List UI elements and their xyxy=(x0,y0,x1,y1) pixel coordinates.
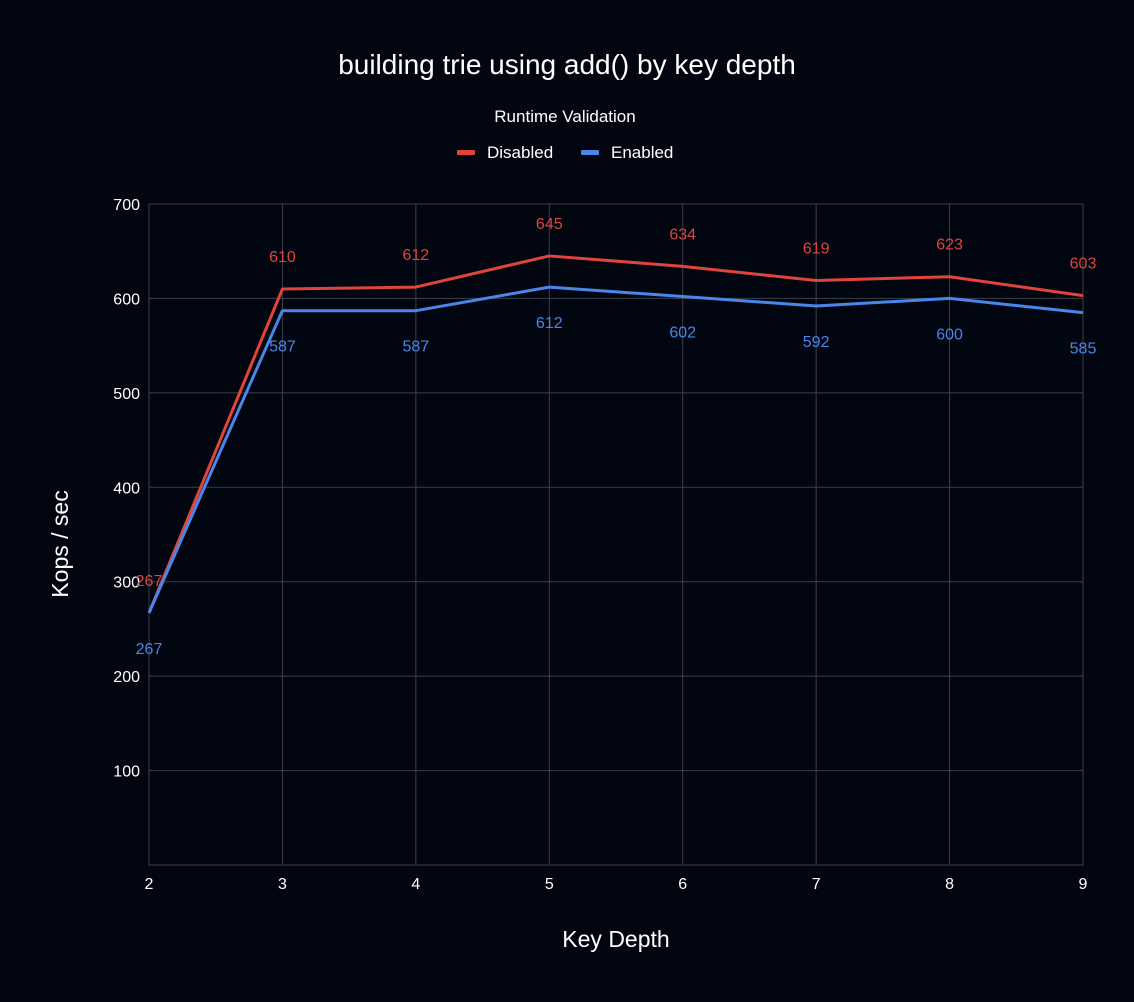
legend-swatch-enabled xyxy=(581,150,599,155)
series-line-disabled xyxy=(147,254,1084,614)
data-label-disabled: 645 xyxy=(536,216,563,233)
series-layer xyxy=(147,254,1084,614)
y-tick-label: 400 xyxy=(113,480,140,497)
grid xyxy=(148,203,1084,866)
x-tick-label: 3 xyxy=(278,876,287,893)
data-label-enabled: 587 xyxy=(403,339,430,356)
x-axis-ticks: 2 3 4 5 6 7 8 9 xyxy=(145,876,1088,893)
y-tick-label: 300 xyxy=(113,575,140,592)
x-tick-label: 4 xyxy=(411,876,420,893)
data-label-disabled: 610 xyxy=(269,249,296,266)
data-labels-layer: 267 610 612 645 634 619 623 603 267 587 587 612 602 5… xyxy=(136,216,1097,658)
data-label-disabled: 612 xyxy=(403,247,430,264)
y-tick-label: 200 xyxy=(113,669,140,686)
data-label-enabled: 600 xyxy=(936,326,963,343)
legend: Disabled Enabled xyxy=(457,143,673,162)
data-label-enabled: 592 xyxy=(803,334,830,351)
x-tick-label: 6 xyxy=(678,876,687,893)
y-axis-ticks: 100 200 300 400 500 600 700 xyxy=(113,197,140,781)
legend-swatch-disabled xyxy=(457,150,475,155)
data-label-enabled: 587 xyxy=(269,339,296,356)
series-line-enabled xyxy=(147,285,1084,614)
legend-label-disabled: Disabled xyxy=(487,143,553,162)
data-label-disabled: 634 xyxy=(669,226,696,243)
legend-label-enabled: Enabled xyxy=(611,143,673,162)
x-tick-label: 8 xyxy=(945,876,954,893)
data-label-enabled: 612 xyxy=(536,315,563,332)
y-tick-label: 600 xyxy=(113,291,140,308)
data-label-disabled: 267 xyxy=(136,573,163,590)
y-tick-label: 100 xyxy=(113,764,140,781)
data-label-disabled: 619 xyxy=(803,240,830,257)
legend-title: Runtime Validation xyxy=(494,107,635,126)
x-tick-label: 7 xyxy=(812,876,821,893)
y-tick-label: 500 xyxy=(113,386,140,403)
data-label-enabled: 267 xyxy=(136,641,163,658)
y-axis-label: Kops / sec xyxy=(47,490,73,597)
data-label-disabled: 603 xyxy=(1070,256,1097,273)
x-axis-label: Key Depth xyxy=(562,926,669,952)
data-label-enabled: 585 xyxy=(1070,341,1097,358)
chart-title: building trie using add() by key depth xyxy=(338,49,796,80)
x-tick-label: 2 xyxy=(145,876,154,893)
data-label-disabled: 623 xyxy=(936,237,963,254)
data-label-enabled: 602 xyxy=(669,325,696,342)
x-tick-label: 5 xyxy=(545,876,554,893)
y-tick-label: 700 xyxy=(113,197,140,214)
x-tick-label: 9 xyxy=(1079,876,1088,893)
